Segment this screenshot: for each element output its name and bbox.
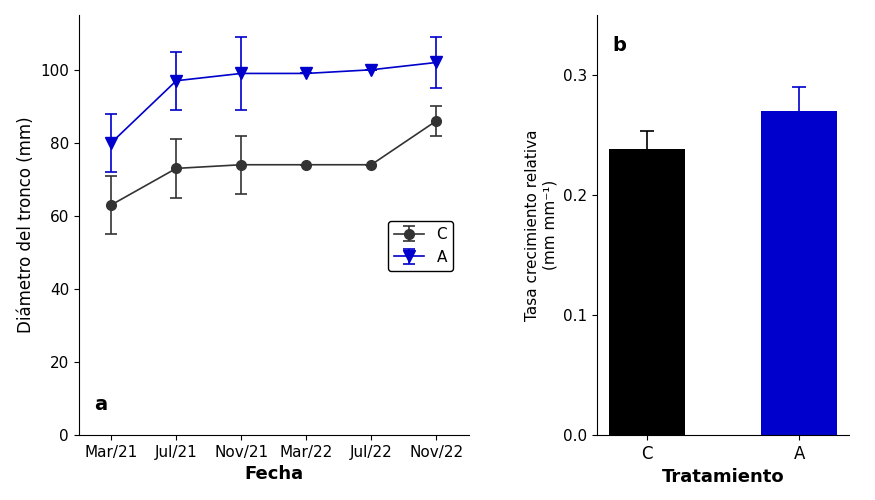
Y-axis label: Diámetro del tronco (mm): Diámetro del tronco (mm): [17, 116, 35, 334]
X-axis label: Fecha: Fecha: [244, 466, 304, 483]
Bar: [608, 150, 685, 435]
Y-axis label: Tasa crecimiento relativa
(mm mm⁻¹): Tasa crecimiento relativa (mm mm⁻¹): [525, 129, 557, 321]
Text: b: b: [612, 36, 626, 55]
Text: a: a: [94, 395, 108, 414]
X-axis label: Tratamiento: Tratamiento: [662, 468, 784, 486]
Bar: [761, 111, 837, 435]
Legend: C, A: C, A: [388, 221, 453, 271]
